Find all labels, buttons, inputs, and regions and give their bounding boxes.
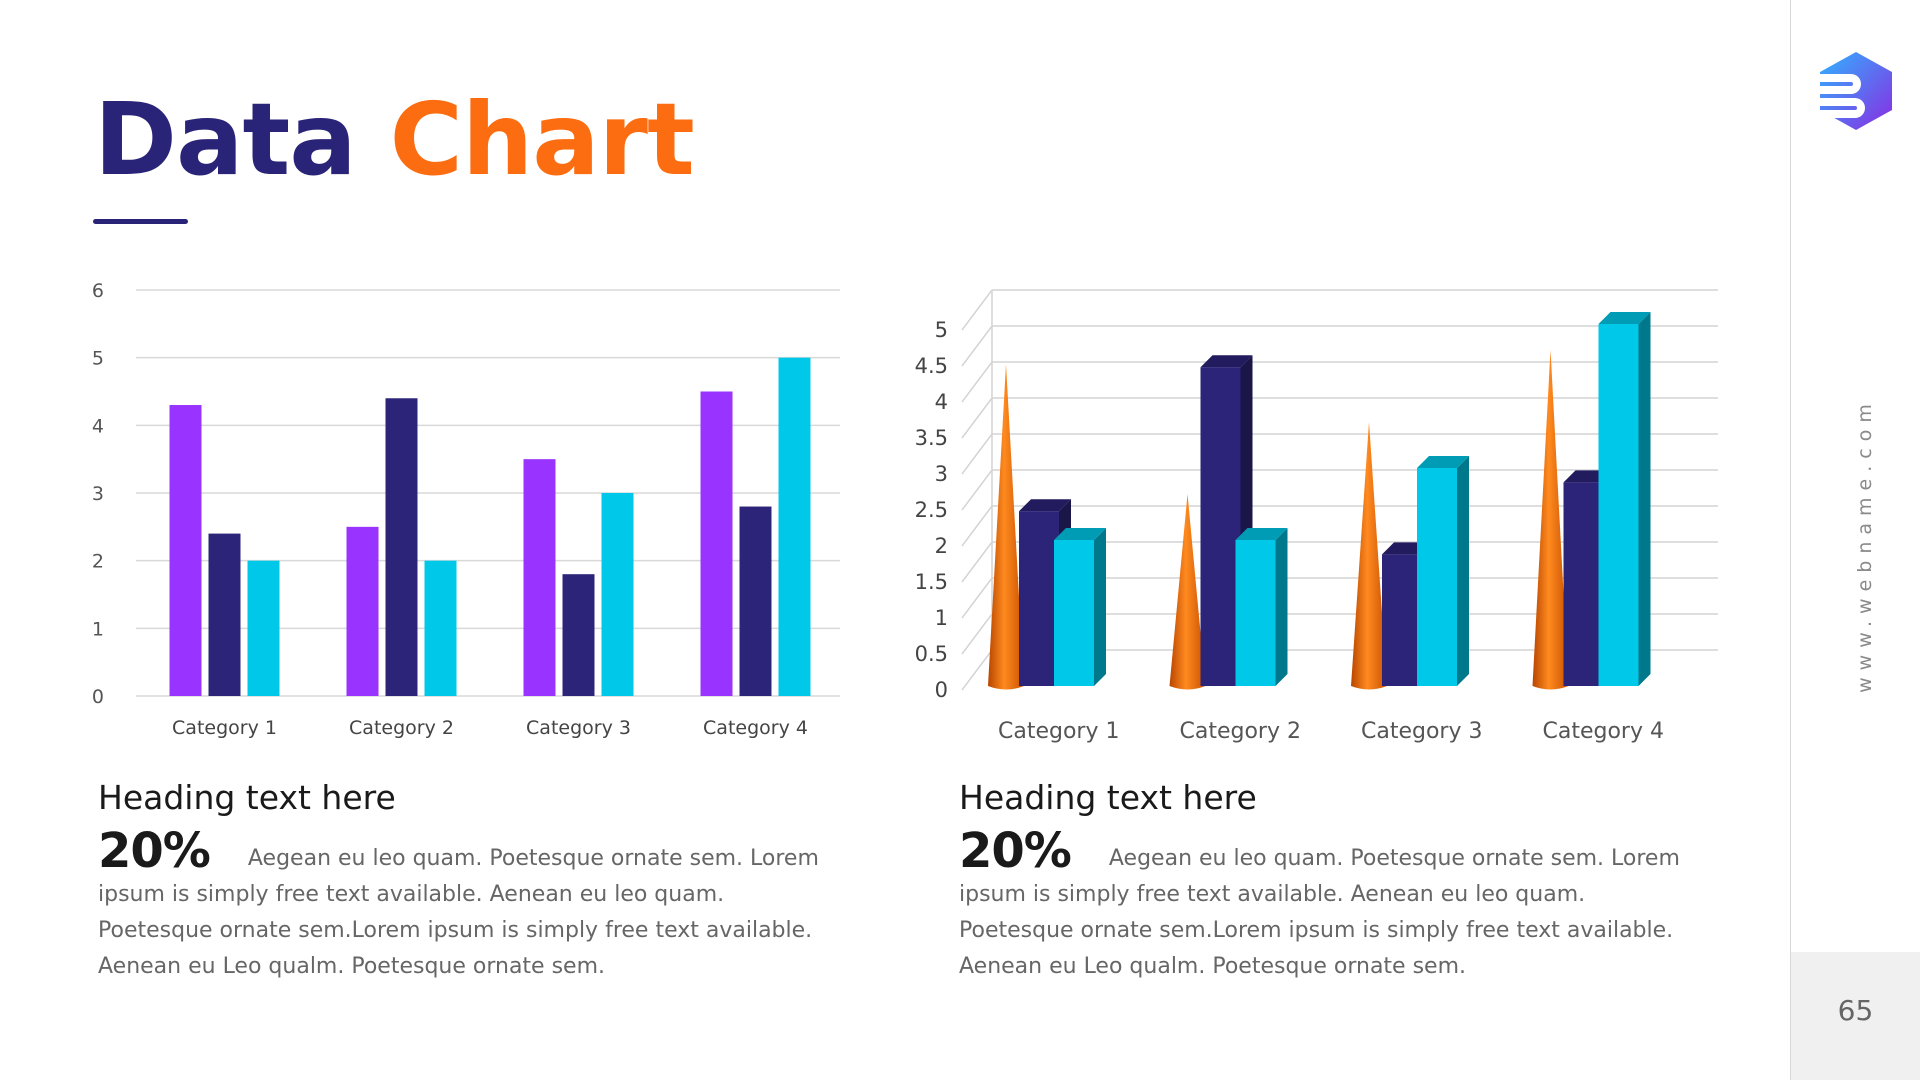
block-paragraph: Aegean eu leo quam. Poetesque ornate sem… — [98, 846, 819, 979]
x-tick-label: Category 4 — [703, 717, 808, 739]
y-tick-label: 4.5 — [915, 354, 948, 378]
page-title: Data Chart — [94, 90, 695, 190]
box-series-3 — [1598, 312, 1651, 686]
page-number: 65 — [1837, 994, 1874, 1027]
title-underline — [93, 219, 188, 224]
cone-series-1 — [988, 364, 1024, 690]
bar-series-1 — [169, 405, 202, 696]
bar-series-2 — [739, 506, 772, 696]
y-tick-label: 4 — [935, 390, 948, 414]
y-tick-label: 2 — [935, 534, 948, 558]
bar-series-2 — [562, 574, 595, 696]
y-tick-label: 6 — [92, 280, 104, 302]
bar-series-1 — [346, 526, 379, 696]
bar-series-2 — [208, 533, 241, 696]
bar-series-1 — [523, 459, 556, 696]
y-tick-label: 1 — [935, 606, 948, 630]
bar-series-1 — [700, 391, 733, 696]
gridline-side — [961, 505, 993, 547]
gridline-side — [961, 541, 993, 583]
page-number-box: 65 — [1791, 952, 1920, 1080]
gridline-side — [961, 289, 993, 331]
cone-series-1 — [1351, 422, 1387, 690]
bar-series-2 — [385, 398, 418, 696]
box-series-3 — [1235, 528, 1288, 686]
box-series-2 — [1200, 355, 1253, 686]
y-tick-label: 2 — [92, 551, 104, 573]
block-body: 20% Aegean eu leo quam. Poetesque ornate … — [98, 827, 838, 985]
y-tick-label: 3 — [935, 462, 948, 486]
x-tick-label: Category 1 — [998, 719, 1119, 744]
page-title-primary: Data — [94, 81, 357, 198]
x-tick-label: Category 3 — [526, 717, 631, 739]
y-tick-label: 3.5 — [915, 426, 948, 450]
y-tick-label: 0.5 — [915, 642, 948, 666]
website-url: www.webname.com — [1853, 380, 1877, 710]
y-tick-label: 1.5 — [915, 570, 948, 594]
block-paragraph: Aegean eu leo quam. Poetesque ornate sem… — [959, 846, 1680, 979]
bar-series-3 — [247, 560, 280, 696]
chart-flat-bars: 0 1 2 3 4 5 6 Category 1 Category 2 Category 3 Cat… — [92, 280, 840, 739]
page-title-accent: Chart — [389, 81, 695, 198]
x-tick-label: Category 2 — [349, 717, 454, 739]
y-tick-label: 1 — [92, 618, 104, 640]
gridline-side — [961, 433, 993, 475]
chart-3d-bars: 0 0.5 1 1.5 2 2.5 3 3.5 4 4.5 5 Category 1 Category … — [915, 289, 1718, 744]
bar-series-3 — [424, 560, 457, 696]
x-tick-label: Category 1 — [172, 717, 277, 739]
block-percent: 20% — [98, 823, 211, 879]
cone-series-1 — [1532, 350, 1569, 690]
text-block-right: Heading text here 20% Aegean eu leo quam.… — [959, 778, 1699, 985]
bar-series-3 — [601, 493, 634, 696]
block-percent: 20% — [959, 823, 1072, 879]
block-heading: Heading text here — [959, 778, 1257, 817]
y-tick-label: 3 — [92, 483, 104, 505]
x-tick-label: Category 3 — [1361, 719, 1482, 744]
gridline-side — [961, 577, 993, 619]
y-tick-label: 0 — [935, 678, 948, 702]
text-block-left: Heading text here 20% Aegean eu leo quam.… — [98, 778, 838, 985]
website-url-text: www.webname.com — [1854, 397, 1876, 693]
gridline-side — [961, 325, 993, 367]
block-heading: Heading text here — [98, 778, 396, 817]
box-series-3 — [1417, 456, 1469, 686]
y-tick-label: 5 — [92, 348, 104, 370]
cone-series-1 — [1169, 494, 1206, 690]
x-tick-label: Category 2 — [1180, 719, 1301, 744]
gridline-side — [961, 469, 993, 511]
y-tick-label: 4 — [92, 415, 104, 437]
block-body: 20% Aegean eu leo quam. Poetesque ornate … — [959, 827, 1699, 985]
box-series-3 — [1054, 528, 1106, 686]
gridline-side — [961, 397, 993, 439]
gridline-side — [961, 649, 993, 691]
x-tick-label: Category 4 — [1543, 719, 1664, 744]
gridline-side — [961, 361, 993, 403]
brand-logo-icon — [1817, 52, 1892, 130]
y-tick-label: 5 — [935, 318, 948, 342]
right-sidebar — [1790, 0, 1920, 1080]
bar-series-3 — [778, 357, 811, 696]
y-tick-label: 0 — [92, 686, 104, 708]
y-tick-label: 2.5 — [915, 498, 948, 522]
gridline-side — [961, 613, 993, 655]
